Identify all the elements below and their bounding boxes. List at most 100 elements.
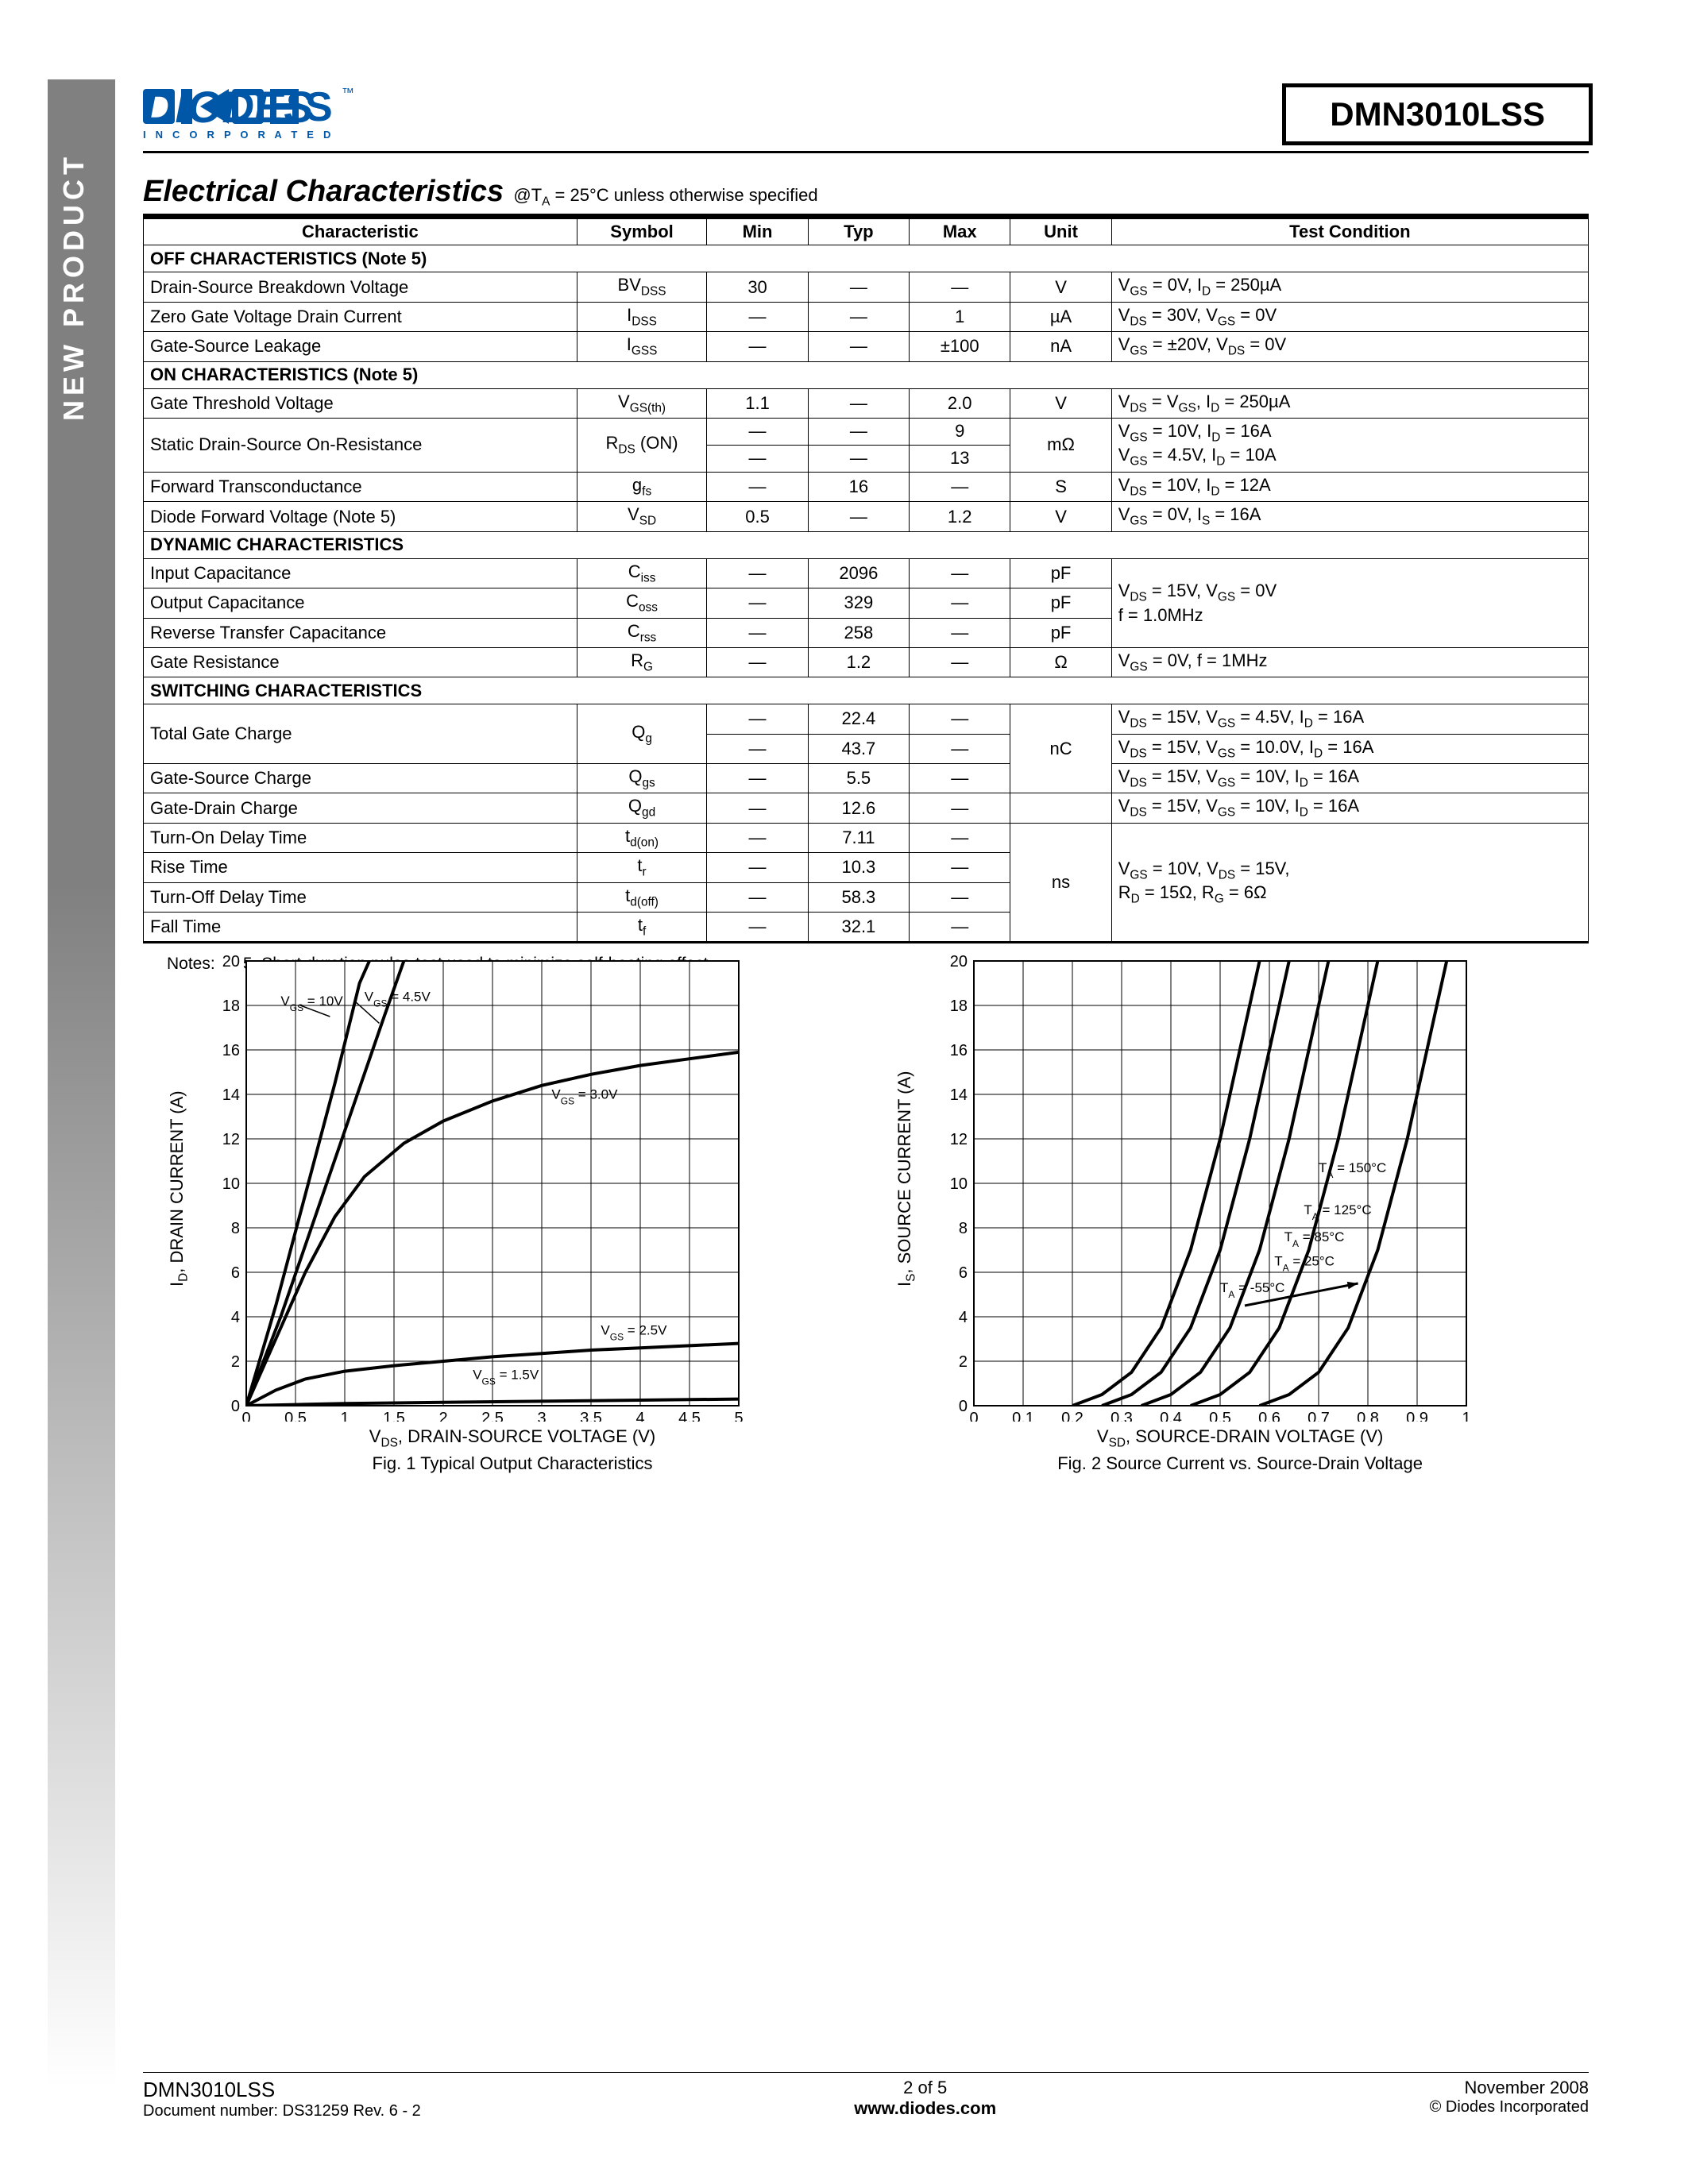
svg-text:0: 0 — [959, 1398, 968, 1415]
svg-text:2.5: 2.5 — [481, 1410, 504, 1422]
typ-cell: — — [808, 388, 909, 418]
chart1-caption: Fig. 1 Typical Output Characteristics — [207, 1453, 818, 1474]
svg-text:0.9: 0.9 — [1406, 1410, 1428, 1422]
cond-cell: VDS = 15V, VGS = 4.5V, ID = 16A — [1111, 704, 1588, 734]
svg-text:4: 4 — [959, 1309, 968, 1326]
typ-cell: 2096 — [808, 558, 909, 588]
max-cell: 1 — [910, 302, 1010, 331]
max-cell: — — [910, 618, 1010, 647]
svg-text:18: 18 — [222, 997, 240, 1015]
max-cell: ±100 — [910, 332, 1010, 361]
unit-cell: Ω — [1010, 647, 1111, 677]
svg-text:20: 20 — [950, 953, 968, 970]
min-cell: — — [707, 558, 808, 588]
chart2-svg: 00.10.20.30.40.50.60.70.80.9102468101214… — [934, 953, 1474, 1422]
symbol-cell: Coss — [577, 588, 707, 618]
symbol-cell: Qg — [577, 704, 707, 764]
symbol-cell: RG — [577, 647, 707, 677]
char-cell: Turn-Off Delay Time — [144, 882, 577, 912]
svg-text:8: 8 — [231, 1220, 240, 1237]
typ-cell: 12.6 — [808, 793, 909, 823]
char-cell: Diode Forward Voltage (Note 5) — [144, 502, 577, 531]
unit-cell: pF — [1010, 558, 1111, 588]
cond-cell: VDS = 15V, VGS = 10.0V, ID = 16A — [1111, 734, 1588, 763]
char-cell: Zero Gate Voltage Drain Current — [144, 302, 577, 331]
sidebar-text: NEW PRODUCT — [57, 152, 91, 421]
symbol-cell: Qgd — [577, 793, 707, 823]
unit-cell: V — [1010, 502, 1111, 531]
svg-text:4.5: 4.5 — [678, 1410, 701, 1422]
unit-cell: pF — [1010, 618, 1111, 647]
symbol-cell: td(on) — [577, 823, 707, 852]
group-header: OFF CHARACTERISTICS (Note 5) — [144, 245, 1589, 272]
col-header: Symbol — [577, 218, 707, 245]
svg-text:0.8: 0.8 — [1357, 1410, 1379, 1422]
max-cell: — — [910, 647, 1010, 677]
min-cell: — — [707, 472, 808, 501]
min-cell: — — [707, 332, 808, 361]
unit-cell — [1010, 793, 1111, 823]
unit-cell: pF — [1010, 588, 1111, 618]
part-number: DMN3010LSS — [1330, 95, 1545, 133]
typ-cell: — — [808, 332, 909, 361]
min-cell: — — [707, 302, 808, 331]
chart1-ylabel: ID, DRAIN CURRENT (A) — [167, 1090, 191, 1287]
typ-cell: 7.11 — [808, 823, 909, 852]
svg-text:16: 16 — [222, 1042, 240, 1059]
characteristics-table: CharacteristicSymbolMinTypMaxUnitTest Co… — [143, 217, 1589, 943]
min-cell: — — [707, 704, 808, 734]
min-cell: — — [707, 418, 808, 445]
char-cell: Gate Resistance — [144, 647, 577, 677]
svg-text:0.4: 0.4 — [1160, 1410, 1182, 1422]
cond-cell: VGS = 0V, ID = 250µA — [1111, 272, 1588, 302]
svg-text:0.6: 0.6 — [1258, 1410, 1280, 1422]
min-cell: 0.5 — [707, 502, 808, 531]
footer-left: DMN3010LSS Document number: DS31259 Rev.… — [143, 2078, 421, 2120]
diodes-logo: S ™ I N C O R P O R A T E D DIODES — [143, 79, 477, 148]
part-number-box: DMN3010LSS — [1282, 83, 1593, 145]
max-cell: — — [910, 913, 1010, 943]
unit-cell: µA — [1010, 302, 1111, 331]
svg-text:16: 16 — [950, 1042, 968, 1059]
col-header: Characteristic — [144, 218, 577, 245]
symbol-cell: RDS (ON) — [577, 418, 707, 472]
min-cell: — — [707, 913, 808, 943]
max-cell: — — [910, 558, 1010, 588]
chart2-caption: Fig. 2 Source Current vs. Source-Drain V… — [934, 1453, 1546, 1474]
max-cell: — — [910, 764, 1010, 793]
col-header: Min — [707, 218, 808, 245]
symbol-cell: tf — [577, 913, 707, 943]
typ-cell: 1.2 — [808, 647, 909, 677]
typ-cell: — — [808, 272, 909, 302]
cond-cell: VDS = 10V, ID = 12A — [1111, 472, 1588, 501]
datasheet-page: NEW PRODUCT S ™ I N C O R P O R A T E D … — [0, 0, 1688, 2184]
char-cell: Input Capacitance — [144, 558, 577, 588]
min-cell: — — [707, 445, 808, 472]
unit-cell: ns — [1010, 823, 1111, 943]
page-footer: DMN3010LSS Document number: DS31259 Rev.… — [143, 2072, 1589, 2120]
symbol-cell: VGS(th) — [577, 388, 707, 418]
col-header: Unit — [1010, 218, 1111, 245]
cond-cell: VDS = 30V, VGS = 0V — [1111, 302, 1588, 331]
svg-text:1: 1 — [340, 1410, 349, 1422]
cond-cell: VGS = 0V, f = 1MHz — [1111, 647, 1588, 677]
cond-cell: VDS = VGS, ID = 250µA — [1111, 388, 1588, 418]
min-cell: — — [707, 618, 808, 647]
char-cell: Gate-Source Leakage — [144, 332, 577, 361]
col-header: Test Condition — [1111, 218, 1588, 245]
symbol-cell: Crss — [577, 618, 707, 647]
svg-text:4: 4 — [635, 1410, 644, 1422]
top-rule — [143, 151, 1589, 153]
svg-text:20: 20 — [222, 953, 240, 970]
svg-text:0.1: 0.1 — [1012, 1410, 1034, 1422]
svg-text:3: 3 — [537, 1410, 546, 1422]
typ-cell: 329 — [808, 588, 909, 618]
svg-text:0.7: 0.7 — [1308, 1410, 1330, 1422]
char-cell: Static Drain-Source On-Resistance — [144, 418, 577, 472]
max-cell: 9 — [910, 418, 1010, 445]
chart2-xlabel: VSD, SOURCE-DRAIN VOLTAGE (V) — [934, 1426, 1546, 1450]
symbol-cell: td(off) — [577, 882, 707, 912]
svg-text:6: 6 — [231, 1264, 240, 1282]
symbol-cell: IGSS — [577, 332, 707, 361]
svg-text:0: 0 — [231, 1398, 240, 1415]
